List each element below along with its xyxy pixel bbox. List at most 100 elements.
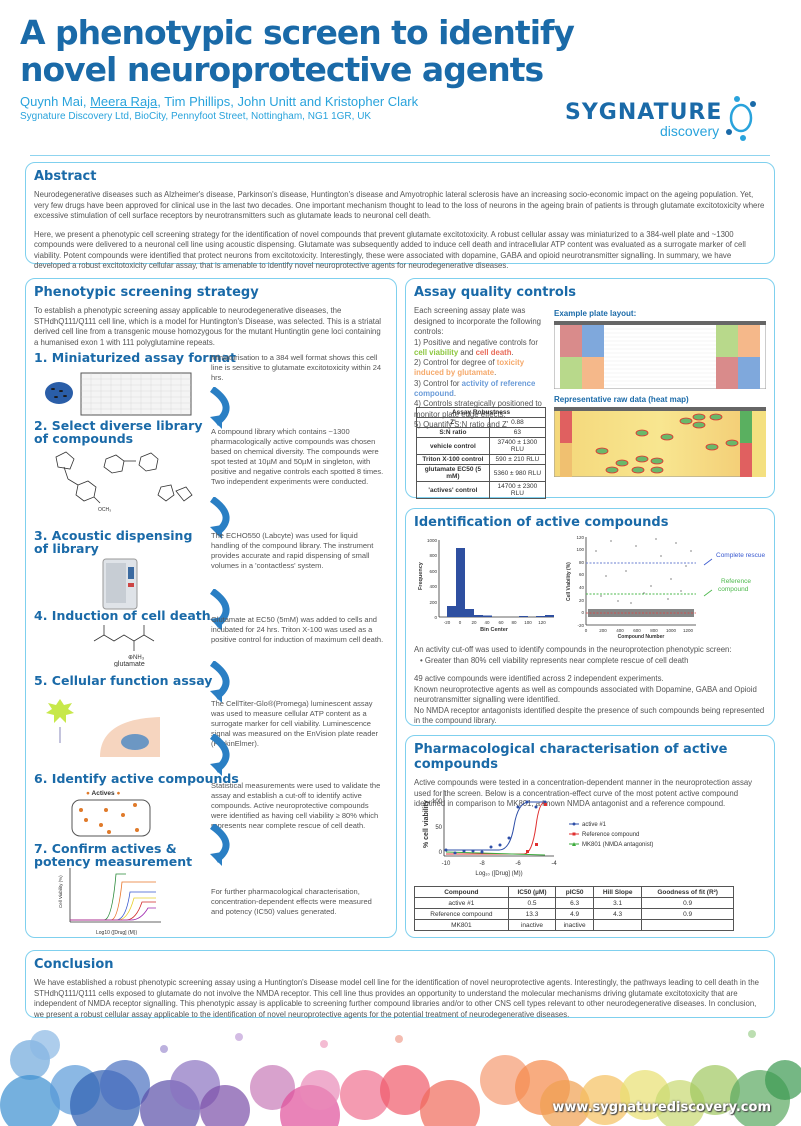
identify-panel: Identification of active compounds 0 200 4… <box>405 508 775 726</box>
concentration-effect-chart: 100 50 0 -10 -8 -6 -4 Log₁₀ ([Drug] (M)) % ce… <box>423 790 653 877</box>
authors-before: Quynh Mai, <box>20 94 91 109</box>
step-1-text: Miniaturisation to a 384 well format sho… <box>211 353 382 382</box>
potency-results-table: Compound IC50 (µM) pIC50 Hill Slope Goodness… <box>414 886 734 931</box>
step-5-title: 5. Cellular function assay <box>34 673 213 688</box>
step-3-text: The ECHO550 (Labcyte) was used for liqui… <box>211 531 374 570</box>
step-4-title: 4. Induction of cell death <box>34 608 211 623</box>
logo-ring-icon <box>726 96 756 141</box>
abstract-panel: Abstract Neurodegenerative diseases such… <box>25 162 775 270</box>
svg-text:Cell Viability (%): Cell Viability (%) <box>566 562 572 601</box>
svg-text:400: 400 <box>616 628 624 633</box>
flow-arrow-icon <box>209 824 230 866</box>
flow-arrow-icon <box>209 589 230 631</box>
identify-heading: Identification of active compounds <box>414 515 669 530</box>
quality-heading: Assay quality controls <box>414 285 577 300</box>
svg-text:0: 0 <box>434 615 437 620</box>
step-4-text: Glutamate at EC50 (5mM) was added to cel… <box>211 615 384 644</box>
flow-arrow-icon <box>209 734 230 776</box>
svg-text:% cell viability: % cell viability <box>423 800 430 848</box>
decorative-bubbles <box>0 1025 801 1126</box>
svg-text:-6: -6 <box>515 861 521 867</box>
svg-text:-10: -10 <box>442 861 451 867</box>
step-2-text: A compound library which contains ~1300 … <box>211 427 384 486</box>
glutamate-label: glutamate <box>114 661 145 667</box>
svg-text:800: 800 <box>650 628 658 633</box>
actives-legend: ● Actives ● <box>86 790 121 797</box>
svg-text:-8: -8 <box>479 861 485 867</box>
svg-text:600: 600 <box>429 569 437 574</box>
quality-intro: Each screening assay plate was designed … <box>414 306 542 336</box>
plate-layout-image <box>554 321 766 389</box>
glutamate-structure-image: ⊕NH₃ glutamate <box>93 625 155 667</box>
logo-subtitle: discovery <box>660 123 720 139</box>
svg-text:40: 40 <box>484 620 490 625</box>
svg-text:Reference compound: Reference compound <box>582 832 639 838</box>
svg-text:1000: 1000 <box>427 538 438 543</box>
svg-text:40: 40 <box>579 585 585 590</box>
svg-text:400: 400 <box>429 584 437 589</box>
svg-text:Bin Center: Bin Center <box>480 627 509 633</box>
identify-text: An activity cut-off was used to identify… <box>414 645 765 725</box>
website-link[interactable]: www.sygnaturediscovery.com <box>552 1100 771 1115</box>
svg-text:200: 200 <box>599 628 607 633</box>
svg-text:60: 60 <box>498 620 504 625</box>
svg-text:50: 50 <box>435 825 442 831</box>
svg-text:1200: 1200 <box>683 628 694 633</box>
strategy-heading: Phenotypic screening strategy <box>34 285 259 300</box>
svg-text:Compound Number: Compound Number <box>618 634 665 639</box>
quality-item-1: 1) Positive and negative controls for ce… <box>414 337 538 357</box>
plate-layout-label: Example plate layout: <box>554 309 637 318</box>
svg-text:200: 200 <box>429 600 437 605</box>
svg-text:0: 0 <box>459 620 462 625</box>
sygnature-logo: SYGNATURE discovery <box>565 90 765 145</box>
abstract-paragraph-2: Here, we present a phenotypic cell scree… <box>34 229 746 271</box>
strategy-panel: Phenotypic screening strategy To establi… <box>25 278 397 938</box>
quality-panel: Assay quality controls Each screening as… <box>405 278 775 499</box>
step-7-title: 7. Confirm actives & potency measurement <box>34 841 193 869</box>
svg-text:MK801 (NMDA antagonist): MK801 (NMDA antagonist) <box>582 842 653 848</box>
potency-curves-chart: Cell Viability (%) Log10 ([Drug] (M)) <box>58 868 161 936</box>
svg-text:100: 100 <box>524 620 532 625</box>
step-1-title: 1. Miniaturized assay format <box>34 350 237 365</box>
actives-label: Actives <box>91 790 115 797</box>
svg-text:-20: -20 <box>444 620 451 625</box>
table-row: Reference compound 13.3 4.9 4.3 0.9 <box>414 908 734 920</box>
svg-text:800: 800 <box>429 553 437 558</box>
step-6-title: 6. Identify active compounds <box>34 771 239 786</box>
strategy-intro: To establish a phenotypic screening assa… <box>34 306 382 347</box>
svg-text:80: 80 <box>579 560 585 565</box>
mini-chart-ylabel: Cell Viability (%) <box>58 875 63 908</box>
reference-compound-annotation: Reference compound <box>718 578 751 593</box>
svg-text:120: 120 <box>538 620 546 625</box>
svg-text:120: 120 <box>576 535 584 540</box>
flow-arrow-icon <box>209 661 230 703</box>
echo550-instrument-image <box>102 558 138 610</box>
svg-text:-20: -20 <box>577 623 584 628</box>
mini-chart-xlabel: Log10 ([Drug] (M)) <box>96 930 137 936</box>
svg-text:600: 600 <box>633 628 641 633</box>
svg-text:60: 60 <box>579 572 585 577</box>
svg-text:0: 0 <box>581 610 584 615</box>
conclusion-panel: Conclusion We have established a robust … <box>25 950 775 1019</box>
step-7-text: For further pharmacological characterisa… <box>211 887 372 916</box>
histogram-chart: 0 200 400 600 800 1000 -20 0 20 40 60 80 100 120 Bin… <box>418 538 554 633</box>
pharm-panel: Pharmacological characterisation of acti… <box>405 735 775 938</box>
pharm-heading: Pharmacological characterisation of acti… <box>414 742 728 772</box>
svg-text:OCH₃: OCH₃ <box>98 507 111 513</box>
affiliation: Sygnature Discovery Ltd, BioCity, Pennyf… <box>20 111 372 122</box>
author-list: Quynh Mai, Meera Raja, Tim Phillips, Joh… <box>20 94 418 109</box>
celltiter-glo-diagram <box>46 699 160 757</box>
plate-image-icon <box>45 372 192 416</box>
svg-text:⊕NH₃: ⊕NH₃ <box>128 655 145 661</box>
svg-text:Frequency: Frequency <box>418 561 424 590</box>
step-6-text: Statistical measurements were used to va… <box>211 781 381 830</box>
svg-text:active #1: active #1 <box>582 822 607 828</box>
conclusion-text: We have established a robust phenotypic … <box>34 978 760 1019</box>
svg-text:0: 0 <box>585 628 588 633</box>
header-divider <box>30 155 770 156</box>
complete-rescue-annotation: Complete rescue <box>716 552 766 559</box>
compound-structures-image: OCH₃ <box>55 451 193 513</box>
table-row: MK801 inactive inactive <box>414 919 734 931</box>
step-3-title: 3. Acoustic dispensing of library <box>34 528 193 556</box>
table-row: active #1 0.5 6.3 3.1 0.9 <box>414 897 734 909</box>
